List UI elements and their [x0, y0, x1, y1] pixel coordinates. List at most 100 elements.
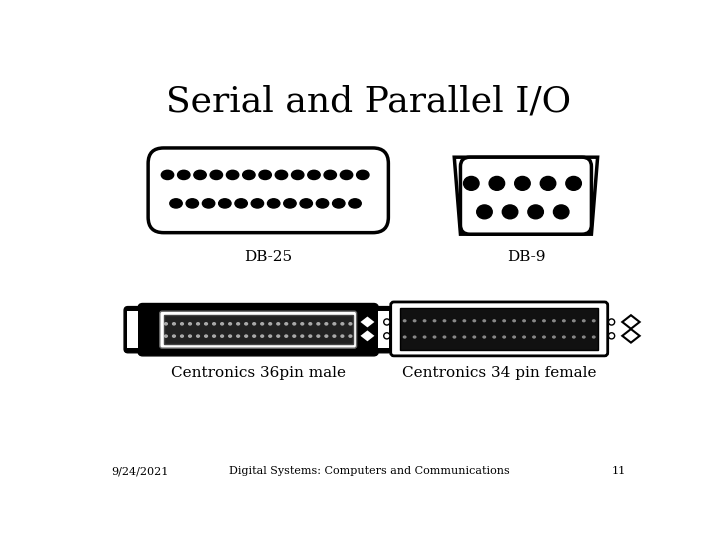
Ellipse shape — [307, 170, 320, 179]
Text: Centronics 34 pin female: Centronics 34 pin female — [402, 366, 596, 380]
Ellipse shape — [300, 199, 312, 208]
Ellipse shape — [523, 320, 526, 322]
Ellipse shape — [269, 323, 271, 325]
Ellipse shape — [463, 320, 466, 322]
Ellipse shape — [285, 323, 287, 325]
Ellipse shape — [245, 335, 248, 337]
Ellipse shape — [513, 336, 516, 338]
Ellipse shape — [245, 323, 248, 325]
Ellipse shape — [267, 199, 280, 208]
Ellipse shape — [513, 320, 516, 322]
Ellipse shape — [608, 319, 615, 325]
Ellipse shape — [572, 320, 575, 322]
Ellipse shape — [403, 336, 406, 338]
Ellipse shape — [161, 170, 174, 179]
Ellipse shape — [553, 320, 555, 322]
Bar — [378, 311, 389, 348]
Ellipse shape — [489, 177, 505, 190]
Polygon shape — [622, 315, 639, 329]
Ellipse shape — [493, 320, 495, 322]
Ellipse shape — [189, 323, 192, 325]
Polygon shape — [454, 157, 598, 234]
Ellipse shape — [165, 323, 167, 325]
Ellipse shape — [186, 199, 199, 208]
Bar — [400, 308, 598, 350]
Ellipse shape — [349, 199, 361, 208]
Ellipse shape — [593, 320, 595, 322]
Ellipse shape — [543, 336, 545, 338]
Ellipse shape — [384, 333, 390, 339]
Text: DB-9: DB-9 — [507, 251, 545, 264]
Text: Serial and Parallel I/O: Serial and Parallel I/O — [166, 85, 572, 119]
Ellipse shape — [433, 320, 436, 322]
Ellipse shape — [194, 170, 206, 179]
Ellipse shape — [173, 323, 176, 325]
Ellipse shape — [473, 320, 475, 322]
Ellipse shape — [453, 336, 456, 338]
Ellipse shape — [403, 320, 406, 322]
Ellipse shape — [251, 199, 264, 208]
Polygon shape — [359, 329, 376, 342]
Ellipse shape — [170, 199, 182, 208]
Ellipse shape — [503, 320, 505, 322]
Ellipse shape — [333, 323, 336, 325]
Ellipse shape — [293, 335, 296, 337]
Ellipse shape — [503, 336, 505, 338]
Ellipse shape — [562, 336, 565, 338]
Ellipse shape — [202, 199, 215, 208]
Ellipse shape — [293, 323, 296, 325]
Ellipse shape — [333, 335, 336, 337]
Ellipse shape — [341, 335, 343, 337]
Ellipse shape — [477, 205, 492, 219]
Ellipse shape — [197, 323, 199, 325]
Ellipse shape — [261, 323, 264, 325]
Ellipse shape — [533, 336, 535, 338]
Text: 11: 11 — [612, 467, 626, 476]
Ellipse shape — [284, 199, 296, 208]
Ellipse shape — [528, 205, 544, 219]
Ellipse shape — [204, 335, 207, 337]
Ellipse shape — [423, 336, 426, 338]
Ellipse shape — [253, 335, 256, 337]
Ellipse shape — [226, 170, 239, 179]
Ellipse shape — [473, 336, 475, 338]
Bar — [163, 315, 353, 345]
Ellipse shape — [464, 177, 479, 190]
Ellipse shape — [197, 335, 199, 337]
Ellipse shape — [219, 199, 231, 208]
Ellipse shape — [221, 335, 223, 337]
Ellipse shape — [229, 323, 232, 325]
FancyBboxPatch shape — [124, 307, 141, 353]
Ellipse shape — [333, 199, 345, 208]
Ellipse shape — [210, 170, 222, 179]
Ellipse shape — [269, 335, 271, 337]
Text: 9/24/2021: 9/24/2021 — [112, 467, 169, 476]
Ellipse shape — [237, 335, 240, 337]
Ellipse shape — [413, 320, 416, 322]
Ellipse shape — [325, 323, 328, 325]
Ellipse shape — [413, 336, 416, 338]
Ellipse shape — [309, 335, 312, 337]
Ellipse shape — [523, 336, 526, 338]
Ellipse shape — [572, 336, 575, 338]
Ellipse shape — [292, 170, 304, 179]
FancyBboxPatch shape — [391, 302, 608, 356]
Ellipse shape — [540, 177, 556, 190]
Ellipse shape — [483, 320, 485, 322]
Ellipse shape — [275, 170, 287, 179]
Ellipse shape — [356, 170, 369, 179]
Text: DB-25: DB-25 — [244, 251, 292, 264]
Ellipse shape — [324, 170, 336, 179]
Ellipse shape — [493, 336, 495, 338]
FancyBboxPatch shape — [138, 303, 378, 356]
FancyBboxPatch shape — [375, 307, 392, 353]
Ellipse shape — [212, 335, 215, 337]
Text: Digital Systems: Computers and Communications: Digital Systems: Computers and Communica… — [229, 467, 509, 476]
Ellipse shape — [261, 335, 264, 337]
Ellipse shape — [341, 170, 353, 179]
Ellipse shape — [503, 205, 518, 219]
Ellipse shape — [243, 170, 255, 179]
Ellipse shape — [593, 336, 595, 338]
Ellipse shape — [235, 199, 248, 208]
Ellipse shape — [554, 205, 569, 219]
